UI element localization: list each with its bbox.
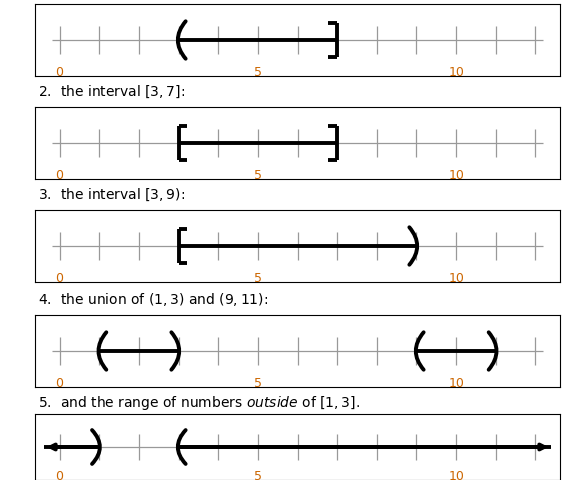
Text: 10: 10 [448,377,464,390]
Text: 10: 10 [448,470,464,480]
Text: 2.  the interval $[3, 7]$:: 2. the interval $[3, 7]$: [38,84,185,100]
Text: 10: 10 [448,272,464,285]
Text: 5: 5 [254,470,262,480]
Text: 10: 10 [448,66,464,79]
Text: 5: 5 [254,272,262,285]
Text: 4.  the union of $(1, 3)$ and $(9, 11)$:: 4. the union of $(1, 3)$ and $(9, 11)$: [38,290,268,308]
Text: 0: 0 [56,272,64,285]
Text: 5: 5 [254,377,262,390]
Text: 0: 0 [56,168,64,181]
Text: 0: 0 [56,66,64,79]
Text: 5: 5 [254,66,262,79]
Text: 3.  the interval $[3, 9)$:: 3. the interval $[3, 9)$: [38,187,185,203]
Text: 0: 0 [56,470,64,480]
Text: 10: 10 [448,168,464,181]
Text: 5: 5 [254,168,262,181]
Text: 0: 0 [56,377,64,390]
Text: 5.  and the range of numbers $\mathit{outside}$ of $[1, 3]$.: 5. and the range of numbers $\mathit{out… [38,394,360,412]
